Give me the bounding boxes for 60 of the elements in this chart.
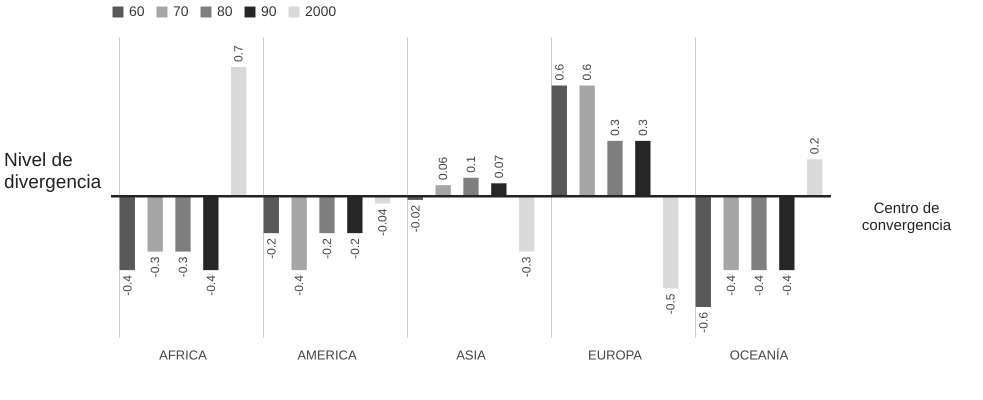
data-label: 0.1 <box>464 156 478 173</box>
y-axis-title: Nivel de divergencia <box>3 150 102 194</box>
bar <box>779 196 795 270</box>
bar <box>435 185 451 196</box>
bar <box>663 196 678 289</box>
x-tick-label: ASIA <box>456 348 486 362</box>
data-label: 0.3 <box>636 118 650 136</box>
legend-label: 70 <box>173 3 189 19</box>
bar <box>696 196 711 307</box>
bar <box>203 196 219 270</box>
data-label: -0.02 <box>408 204 422 232</box>
bar <box>175 196 191 252</box>
bar <box>807 159 822 196</box>
x-tick-label: AMERICA <box>297 348 357 362</box>
data-label: -0.4 <box>724 274 738 296</box>
bar <box>491 183 507 196</box>
data-label: -0.5 <box>664 293 678 314</box>
data-label: -0.3 <box>176 256 190 278</box>
data-label: -0.6 <box>696 312 710 333</box>
legend-label: 90 <box>261 3 277 19</box>
bar <box>231 67 246 196</box>
data-label: -0.3 <box>520 256 534 278</box>
bar <box>751 196 767 270</box>
bar <box>291 196 307 270</box>
x-tick-label: AFRICA <box>159 348 208 362</box>
bar <box>723 196 739 270</box>
data-label: -0.04 <box>376 208 390 236</box>
data-label: -0.3 <box>148 256 162 278</box>
bar <box>635 140 651 196</box>
x-tick-label: OCEANÍA <box>730 348 789 362</box>
bar <box>463 178 479 196</box>
data-label: -0.2 <box>348 238 362 259</box>
data-label: 0.6 <box>552 63 566 80</box>
bar <box>264 196 279 234</box>
text: Centro de convergencia <box>860 200 952 234</box>
bar <box>552 85 567 196</box>
data-label: 0.7 <box>232 44 246 62</box>
bar <box>319 196 335 234</box>
data-label: 0.2 <box>808 137 822 154</box>
bar <box>120 196 135 270</box>
legend-label: 60 <box>129 3 145 19</box>
data-label: -0.2 <box>264 238 278 259</box>
data-label: -0.4 <box>120 274 134 296</box>
bar <box>347 196 363 234</box>
bar <box>519 196 534 252</box>
legend-label: 2000 <box>305 3 336 19</box>
legend-label: 80 <box>217 3 233 19</box>
data-label: -0.4 <box>780 274 794 296</box>
bar <box>147 196 163 252</box>
data-label: 0.6 <box>580 63 594 80</box>
data-label: -0.4 <box>752 274 766 296</box>
data-label: 0.3 <box>608 118 622 136</box>
bar <box>579 85 595 196</box>
bar <box>607 140 623 196</box>
data-label: 0.06 <box>436 156 450 180</box>
data-label: -0.2 <box>320 238 334 259</box>
data-label: -0.4 <box>292 274 306 296</box>
data-label: -0.4 <box>204 274 218 296</box>
x-tick-label: EUROPA <box>588 348 642 362</box>
data-label: 0.07 <box>492 154 506 178</box>
